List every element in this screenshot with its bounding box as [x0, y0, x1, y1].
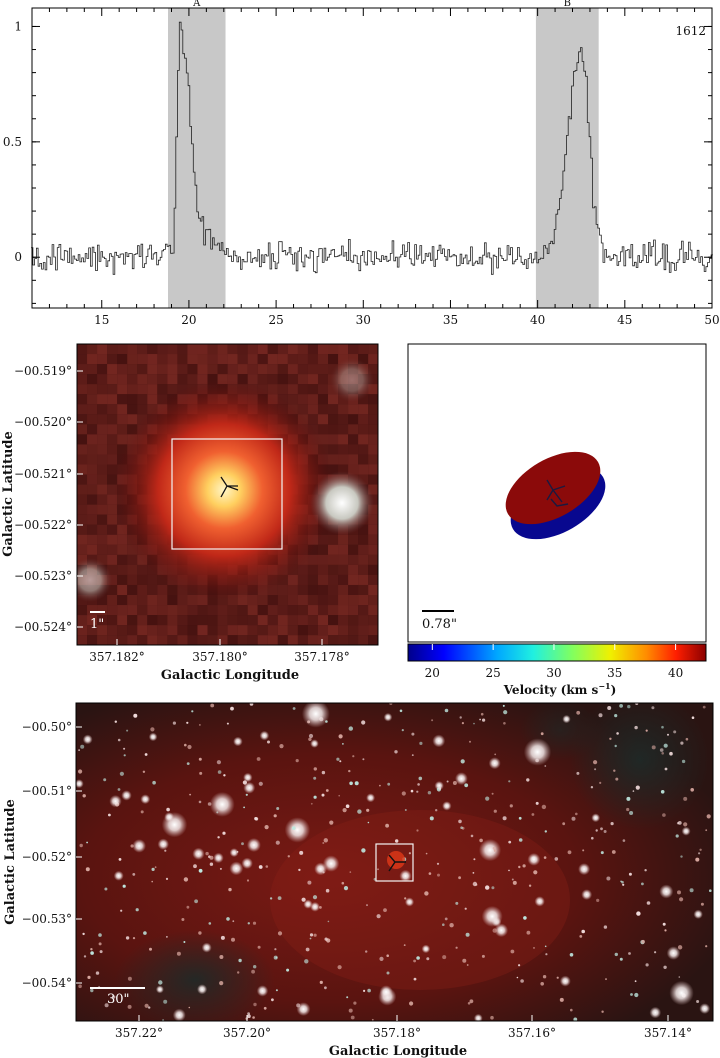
y-tick-label: 0	[14, 250, 22, 264]
zoom-maser-marker	[220, 476, 239, 498]
zoom-x-tick-label: 357.180°	[192, 650, 248, 664]
wide-x-tick-label: 357.14°	[644, 1026, 692, 1040]
colorbar-tick-label: 35	[607, 666, 622, 680]
wide-x-tick-label: 357.16°	[508, 1026, 556, 1040]
velocity-colorbar-ticks: 20 25 30 35 40	[425, 644, 683, 680]
colorbar-tick-label: 40	[668, 666, 683, 680]
zoom-y-axis: −00.519° −00.520° −00.521° −00.522° −00.523°…	[14, 364, 83, 634]
zoom-y-tick-label: −00.524°	[14, 620, 72, 634]
spectrum-frequency-label: 1612	[675, 24, 706, 38]
x-tick-label: 15	[94, 313, 109, 327]
x-tick-label: 20	[181, 313, 196, 327]
zoom-x-tick-label: 357.178°	[294, 650, 350, 664]
wide-x-tick-label: 357.18°	[373, 1026, 421, 1040]
spectrum-trace	[31, 21, 713, 275]
spectrum-line	[31, 21, 713, 275]
svg-text:30": 30"	[107, 992, 130, 1007]
band-B	[535, 8, 599, 308]
x-tick-label: 25	[268, 313, 283, 327]
velocity-colorbar	[407, 643, 707, 662]
zoom-y-tick-label: −00.521°	[14, 467, 72, 481]
x-tick-label: 50	[704, 313, 719, 327]
svg-text:0.78": 0.78"	[422, 617, 457, 632]
zoom-x-tick-label: 357.182°	[89, 650, 145, 664]
wide-selection-box	[375, 843, 414, 882]
band-label-B: B	[564, 0, 571, 9]
wide-star-field	[76, 703, 712, 1021]
x-tick-label: 45	[617, 313, 632, 327]
spectrum-frame	[31, 7, 713, 309]
zoom-x-axis: 357.182° 357.180° 357.178°	[89, 639, 350, 664]
zoom-image	[77, 344, 378, 645]
wide-y-tick-label: −00.52°	[22, 850, 72, 864]
wide-image-panel: 30" −00.50°−00.51°−00.52°−00.53°−00.54° …	[3, 702, 714, 1058]
wide-x-tick-label: 357.20°	[223, 1026, 271, 1040]
velocity-colorbar-label: Velocity (km s−1)	[503, 681, 617, 697]
wide-maser-marker	[388, 854, 406, 872]
velocity-panel: 0.78" 20 25 30 35 40 Velocity (km s−1)	[407, 343, 707, 697]
y-tick-label: 0.5	[3, 135, 22, 149]
wide-image-frame	[75, 702, 714, 1022]
wide-y-axis: −00.50° −00.51° −00.52° −00.53° −00.54°	[22, 720, 82, 990]
velocity-scalebar: 0.78"	[422, 610, 457, 632]
velocity-maser-marker	[546, 479, 569, 507]
svg-text:1": 1"	[90, 617, 104, 632]
velocity-red-disk	[505, 451, 601, 525]
wide-x-axis: 357.22° 357.20° 357.18° 357.16° 357.14°	[115, 1015, 692, 1040]
wide-y-tick-label: −00.51°	[22, 784, 72, 798]
band-A	[168, 8, 226, 308]
zoom-y-tick-label: −00.522°	[14, 518, 72, 532]
x-tick-label: 40	[530, 313, 545, 327]
zoom-y-tick-label: −00.520°	[14, 415, 72, 429]
zoom-y-tick-label: −00.523°	[14, 569, 72, 583]
zoom-y-tick-label: −00.519°	[14, 364, 72, 378]
zoom-selection-box	[171, 438, 283, 550]
wide-scalebar: 30"	[90, 987, 145, 1007]
wide-y-axis-label: Galactic Latitude	[3, 799, 18, 925]
zoom-image-frame	[76, 343, 379, 646]
colorbar-tick-label: 30	[546, 666, 561, 680]
wide-x-axis-label: Galactic Longitude	[329, 1044, 467, 1058]
x-tick-label: 30	[356, 313, 371, 327]
wide-x-tick-label: 357.22°	[115, 1026, 163, 1040]
wide-y-tick-label: −00.50°	[22, 720, 72, 734]
band-label-A: A	[192, 0, 201, 9]
spectrum-y-axis: 00.51	[3, 19, 712, 304]
spectrum-x-axis: 15 20 25 30 35 40 45 50	[48, 8, 720, 327]
y-tick-label: 1	[14, 19, 22, 33]
wide-y-tick-label: −00.53°	[22, 912, 72, 926]
zoom-scalebar: 1"	[90, 611, 105, 632]
x-tick-label: 35	[443, 313, 458, 327]
colorbar-tick-label: 20	[425, 666, 440, 680]
wide-y-tick-label: −00.54°	[22, 976, 72, 990]
zoom-x-axis-label: Galactic Longitude	[161, 668, 299, 683]
zoom-y-axis-label: Galactic Latitude	[1, 431, 16, 557]
colorbar-tick-label: 25	[486, 666, 501, 680]
zoom-image-panel: 1" −00.519°−00.520°−00.521°−00.522°−00.5…	[1, 343, 379, 683]
